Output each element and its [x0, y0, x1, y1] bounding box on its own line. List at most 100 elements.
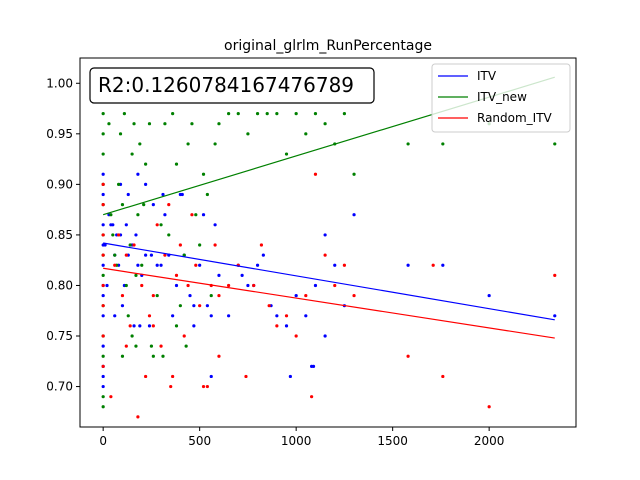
data-point — [323, 122, 327, 126]
data-point — [259, 243, 264, 247]
data-point — [288, 374, 292, 379]
data-point — [109, 213, 113, 217]
legend: ITV ITV_new Random_ITV — [431, 63, 571, 133]
data-point — [227, 112, 231, 116]
data-point — [149, 344, 154, 348]
data-point — [284, 152, 289, 156]
data-point — [246, 283, 250, 288]
data-point — [101, 334, 105, 338]
data-point — [128, 243, 132, 247]
data-point — [342, 263, 346, 267]
data-point — [342, 112, 346, 116]
data-point — [192, 324, 196, 328]
data-point — [190, 122, 194, 126]
data-point — [284, 324, 289, 328]
data-point — [124, 283, 128, 288]
data-point — [198, 263, 202, 267]
data-point — [147, 324, 152, 328]
y-axis: 0.70 0.75 0.80 0.85 0.90 0.95 1.00 — [46, 76, 80, 394]
data-point — [313, 172, 318, 176]
data-point — [275, 112, 279, 116]
data-point — [151, 202, 155, 207]
data-point — [171, 314, 175, 318]
y-tick-label: 0.95 — [46, 127, 73, 141]
data-point — [265, 112, 269, 116]
data-point — [174, 324, 179, 328]
data-point — [101, 132, 105, 136]
data-point — [101, 405, 105, 409]
data-point — [101, 172, 105, 176]
data-point — [101, 374, 105, 379]
data-point — [333, 263, 337, 267]
data-point — [267, 304, 271, 308]
chart-title: original_glrlm_RunPercentage — [224, 38, 432, 54]
data-point — [174, 162, 179, 166]
data-point — [151, 354, 155, 358]
y-tick-label: 0.85 — [46, 228, 73, 242]
data-point — [182, 253, 186, 257]
data-point — [120, 202, 125, 207]
data-point — [136, 263, 140, 267]
data-point — [313, 112, 318, 116]
data-point — [159, 223, 163, 227]
y-tick-label: 0.80 — [46, 278, 73, 292]
data-point — [182, 334, 186, 338]
data-point — [155, 293, 159, 298]
data-point — [134, 344, 138, 348]
data-point — [246, 132, 250, 136]
data-point — [134, 233, 138, 237]
data-point — [213, 223, 217, 227]
data-point — [441, 263, 445, 267]
r2-annotation-text: R2:0.1260784167476789 — [98, 73, 354, 97]
data-point — [333, 283, 337, 288]
fit-line-itv — [103, 242, 555, 321]
data-point — [101, 314, 105, 318]
data-point — [217, 293, 221, 298]
data-point — [101, 304, 105, 308]
data-point — [117, 233, 121, 237]
data-point — [159, 263, 163, 267]
data-point — [275, 314, 279, 318]
data-point — [101, 202, 105, 207]
data-point — [101, 192, 105, 197]
data-point — [205, 384, 209, 389]
data-point — [101, 253, 105, 257]
data-point — [132, 122, 136, 126]
data-point — [553, 142, 557, 146]
data-point — [130, 334, 134, 338]
data-point — [167, 202, 171, 207]
data-point — [406, 142, 410, 146]
data-point — [310, 395, 314, 399]
y-tick-label: 0.70 — [46, 380, 73, 394]
data-point — [169, 384, 173, 389]
data-point — [105, 283, 109, 288]
data-point — [126, 192, 130, 197]
x-tick-label: 500 — [188, 434, 211, 448]
data-point — [103, 243, 107, 247]
data-point — [159, 344, 163, 348]
data-point — [227, 283, 231, 288]
data-point — [136, 415, 140, 419]
data-point — [117, 182, 121, 186]
data-point — [240, 273, 244, 277]
data-point — [553, 273, 557, 277]
data-point — [304, 293, 308, 298]
data-point — [101, 112, 105, 116]
data-point — [244, 374, 248, 379]
data-point — [255, 112, 260, 116]
data-point — [186, 283, 190, 288]
data-point — [140, 283, 144, 288]
data-point — [101, 354, 105, 358]
data-point — [311, 364, 316, 368]
legend-label-itv: ITV — [477, 69, 497, 83]
data-point — [194, 263, 198, 267]
data-point — [155, 223, 159, 227]
data-point — [190, 213, 194, 217]
data-point — [144, 162, 148, 166]
data-point — [124, 223, 128, 227]
data-point — [111, 223, 115, 227]
data-point — [192, 304, 196, 308]
data-point — [132, 324, 136, 328]
data-point — [178, 243, 182, 247]
data-point — [178, 304, 182, 308]
